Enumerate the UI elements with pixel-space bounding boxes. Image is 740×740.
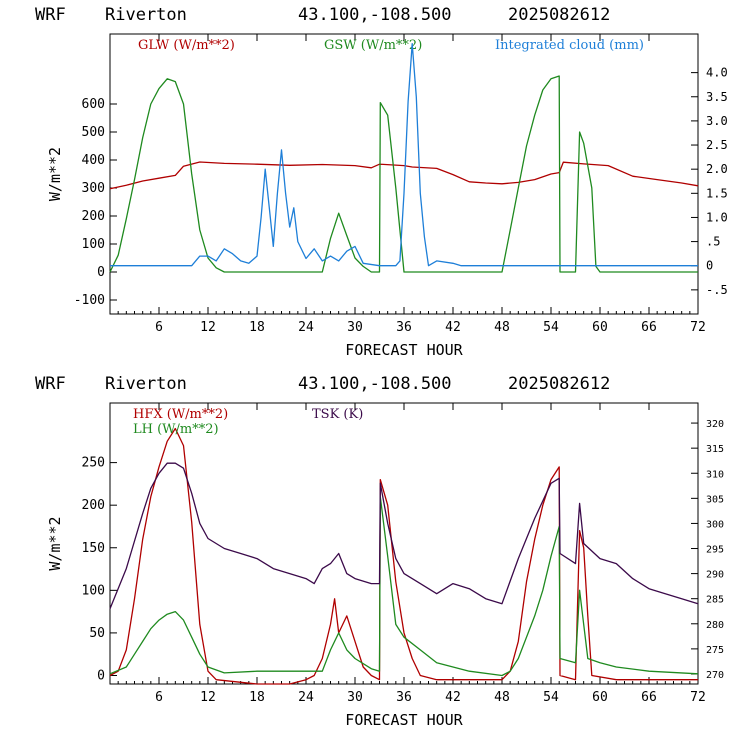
x-tick-label: 60 <box>592 690 608 705</box>
y-tick-label: 150 <box>82 541 105 556</box>
y2-tick-label: 2.0 <box>706 162 728 176</box>
y2-tick-label: 4.0 <box>706 66 728 80</box>
y2-tick-label: 310 <box>706 469 724 480</box>
y-tick-label: 200 <box>82 209 105 224</box>
header-site: Riverton <box>105 374 187 394</box>
header-model: WRF <box>35 374 66 394</box>
x-tick-label: 12 <box>200 690 216 705</box>
x-tick-label: 48 <box>494 320 510 335</box>
y-tick-label: 600 <box>82 97 105 112</box>
header-init: 2025082612 <box>508 5 610 25</box>
x-tick-label: 54 <box>543 690 559 705</box>
x-axis-label: FORECAST HOUR <box>345 341 463 359</box>
header-coords: 43.100,-108.500 <box>298 374 452 394</box>
x-tick-label: 30 <box>347 690 363 705</box>
legend-blue: Integrated cloud (mm) <box>495 38 644 53</box>
y-tick-label: 0 <box>97 668 105 683</box>
x-tick-label: 36 <box>396 690 412 705</box>
y2-tick-label: 285 <box>706 595 724 606</box>
header-model: WRF <box>35 5 66 25</box>
y-axis-label: W/m**2 <box>46 147 64 201</box>
y-tick-label: 0 <box>97 265 105 280</box>
y-axis-label: W/m**2 <box>46 516 64 570</box>
y-tick-label: 100 <box>82 583 105 598</box>
y-tick-label: 100 <box>82 237 105 252</box>
x-tick-label: 66 <box>641 690 657 705</box>
y2-tick-label: 270 <box>706 670 724 681</box>
header-site: Riverton <box>105 5 187 25</box>
y2-tick-label: 305 <box>706 494 724 505</box>
y2-tick-label: 290 <box>706 570 724 581</box>
y-tick-label: 200 <box>82 498 105 513</box>
y2-tick-label: 275 <box>706 645 724 656</box>
y2-tick-label: 0 <box>706 259 713 273</box>
y2-tick-label: 3.0 <box>706 114 728 128</box>
legend-purple: TSK (K) <box>312 407 363 422</box>
x-tick-label: 42 <box>445 690 461 705</box>
y-tick-label: 50 <box>89 626 105 641</box>
x-tick-label: 18 <box>249 690 265 705</box>
y2-tick-label: 295 <box>706 545 724 556</box>
series-line-green <box>109 75 698 273</box>
series-line-green <box>109 496 699 677</box>
x-tick-label: 6 <box>155 690 163 705</box>
y-tick-label: 300 <box>82 181 105 196</box>
chart-panel-1: WRF Riverton 43.100,-108.500 2025082612 6 12 1… <box>35 5 728 359</box>
x-tick-label: 30 <box>347 320 363 335</box>
x-tick-label: 66 <box>641 320 657 335</box>
y2-tick-label: 1.0 <box>706 210 728 224</box>
y-tick-label: 250 <box>82 456 105 471</box>
x-tick-label: 72 <box>690 690 706 705</box>
x-tick-label: 12 <box>200 320 216 335</box>
legend-red: HFX (W/m**2) <box>133 407 228 422</box>
legend-red: GLW (W/m**2) <box>138 38 235 53</box>
y-tick-label: 400 <box>82 153 105 168</box>
y2-tick-label: 315 <box>706 444 724 455</box>
x-tick-label: 48 <box>494 690 510 705</box>
y2-tick-label: 280 <box>706 620 724 631</box>
header-init: 2025082612 <box>508 374 610 394</box>
header-coords: 43.100,-108.500 <box>298 5 452 25</box>
plot-frame <box>109 402 699 685</box>
x-tick-label: 24 <box>298 320 314 335</box>
chart-panel-2: WRF Riverton 43.100,-108.500 2025082612 6 12 1… <box>35 374 724 729</box>
y2-tick-label: 1.5 <box>706 186 728 200</box>
y-tick-label: 500 <box>82 125 105 140</box>
x-tick-label: 72 <box>690 320 706 335</box>
y2-tick-label: 2.5 <box>706 138 728 152</box>
x-axis-label: FORECAST HOUR <box>345 711 463 729</box>
legend-green: GSW (W/m**2) <box>324 38 422 53</box>
x-tick-label: 24 <box>298 690 314 705</box>
series-line-purple <box>109 462 699 609</box>
series-line-blue <box>110 43 698 267</box>
series-line-red <box>109 161 699 190</box>
y2-tick-label: 300 <box>706 519 724 530</box>
series-line-red <box>109 427 698 685</box>
x-tick-label: 60 <box>592 320 608 335</box>
legend-green: LH (W/m**2) <box>133 422 219 437</box>
x-tick-label: 6 <box>155 320 163 335</box>
x-tick-label: 36 <box>396 320 412 335</box>
x-tick-label: 54 <box>543 320 559 335</box>
y2-tick-label: 320 <box>706 419 724 430</box>
x-tick-label: 18 <box>249 320 265 335</box>
y2-tick-label: -.5 <box>706 283 728 297</box>
x-tick-label: 42 <box>445 320 461 335</box>
y-tick-label: -100 <box>74 293 105 308</box>
y2-tick-label: 3.5 <box>706 90 728 104</box>
y2-tick-label: .5 <box>706 235 720 249</box>
